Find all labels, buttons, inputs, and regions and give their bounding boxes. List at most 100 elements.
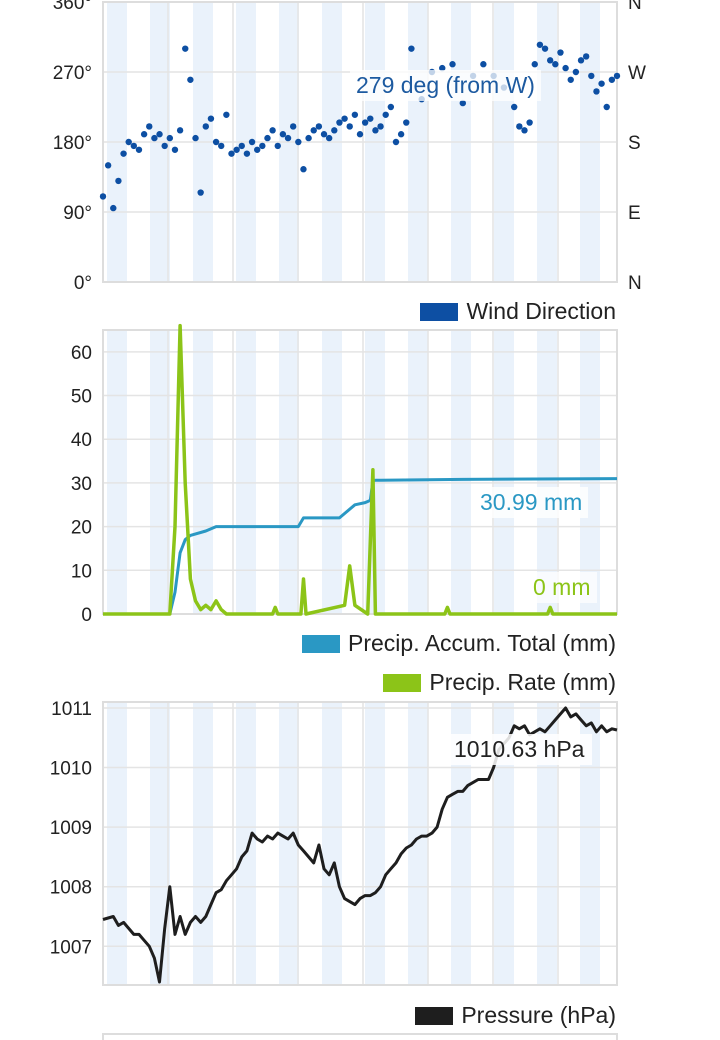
- pressure-band: [193, 702, 213, 985]
- wind-plot-border: [102, 1, 618, 283]
- wind-point: [572, 68, 580, 76]
- wind-point: [511, 103, 518, 111]
- pressure-ytick-label: 1007: [50, 937, 92, 958]
- wind-point: [408, 45, 415, 52]
- wind-point: [593, 88, 600, 95]
- wind-point: [531, 61, 538, 68]
- wind-point: [135, 146, 143, 153]
- wind-point: [336, 119, 343, 126]
- wind-point: [403, 119, 410, 126]
- wind-point: [104, 162, 112, 169]
- pressure-line: [102, 706, 618, 984]
- wind-point: [325, 134, 333, 142]
- wind-point: [212, 138, 220, 146]
- pressure-band: [537, 702, 557, 985]
- wind-point: [613, 72, 621, 80]
- wind-point: [192, 134, 199, 142]
- wind-ytick-right-label: W: [628, 63, 646, 84]
- wind-point: [536, 41, 544, 48]
- precip-band: [193, 330, 213, 614]
- wind-ytick-label: 360°: [53, 0, 92, 14]
- wind-point: [367, 115, 374, 122]
- wind-point: [151, 134, 158, 142]
- pressure-band: [107, 702, 127, 985]
- precip-ytick-label: 50: [71, 387, 92, 408]
- wind-point: [187, 76, 194, 83]
- wind-point: [146, 123, 153, 130]
- pressure-band: [150, 702, 170, 985]
- wind-point: [562, 64, 569, 72]
- wind-point: [346, 123, 353, 130]
- pressure-ytick-label: 1011: [51, 699, 92, 720]
- wind-point: [382, 111, 389, 118]
- precip-plot-border: [102, 329, 618, 615]
- pressure-ytick-label: 1009: [50, 818, 92, 839]
- wind-point: [115, 177, 122, 185]
- wind-point: [182, 45, 189, 52]
- wind-point: [233, 146, 240, 153]
- precip-band: [494, 330, 514, 614]
- pressure-band: [322, 702, 342, 985]
- precip-band: [537, 330, 557, 614]
- wind-ytick-label: 180°: [53, 133, 92, 154]
- next-chart-edge: [102, 1033, 618, 1040]
- wind-point: [289, 123, 297, 130]
- wind-point: [315, 123, 323, 130]
- wind-point: [516, 123, 523, 130]
- wind-ytick-right-label: N: [628, 0, 642, 14]
- wind-point: [264, 134, 271, 142]
- legend-label: Precip. Rate (mm): [429, 669, 616, 695]
- wind-point: [372, 127, 379, 134]
- legend-swatch-accum: [302, 634, 341, 653]
- wind-point: [387, 103, 395, 111]
- wind-point: [243, 150, 251, 157]
- wind-point: [259, 142, 266, 150]
- legend-label: Wind Direction: [466, 298, 616, 324]
- wind-point: [207, 115, 215, 122]
- wind-point: [341, 115, 348, 122]
- pressure-band: [494, 702, 514, 985]
- wind-point: [166, 134, 174, 142]
- wind-point: [603, 103, 610, 111]
- pressure-band: [580, 702, 600, 985]
- wind-point: [397, 131, 405, 138]
- wind-point: [238, 142, 245, 150]
- wind-point: [223, 111, 230, 118]
- wind-point: [125, 138, 132, 146]
- wind-tooltip: 279 deg (from W): [350, 70, 541, 101]
- wind-point: [120, 150, 127, 157]
- precip-band: [150, 330, 170, 614]
- precip-ytick-label: 30: [71, 474, 92, 495]
- wind-point: [310, 127, 317, 134]
- wind-point: [608, 76, 616, 83]
- wind-point: [295, 138, 302, 146]
- wind-ytick-right-label: S: [628, 133, 641, 154]
- pressure-band: [236, 702, 256, 985]
- accum-value-label: 30.99 mm: [474, 487, 589, 518]
- pressure-plot-border: [102, 701, 618, 986]
- pressure-band: [408, 702, 428, 985]
- wind-point: [202, 123, 209, 130]
- wind-point: [110, 204, 117, 212]
- precip-band: [451, 330, 471, 614]
- precip-band: [107, 330, 127, 614]
- wind-point: [526, 119, 533, 126]
- wind-point: [598, 80, 605, 87]
- precip-ytick-label: 0: [81, 605, 92, 626]
- legend-wind-direction[interactable]: Wind Direction: [420, 298, 616, 325]
- pressure-band: [279, 702, 299, 985]
- wind-ytick-right-label: N: [628, 273, 642, 294]
- legend-precip-accum[interactable]: Precip. Accum. Total (mm): [302, 630, 616, 657]
- legend-label: Precip. Accum. Total (mm): [348, 630, 616, 656]
- wind-point: [161, 142, 168, 150]
- wind-point: [557, 49, 564, 56]
- legend-swatch-rate: [383, 673, 422, 692]
- wind-point: [377, 123, 384, 130]
- wind-point: [284, 134, 292, 142]
- legend-precip-rate[interactable]: Precip. Rate (mm): [383, 669, 616, 696]
- wind-point: [480, 61, 487, 68]
- wind-point: [577, 57, 585, 64]
- wind-point: [320, 131, 328, 138]
- legend-pressure[interactable]: Pressure (hPa): [415, 1002, 616, 1029]
- wind-point: [521, 127, 528, 134]
